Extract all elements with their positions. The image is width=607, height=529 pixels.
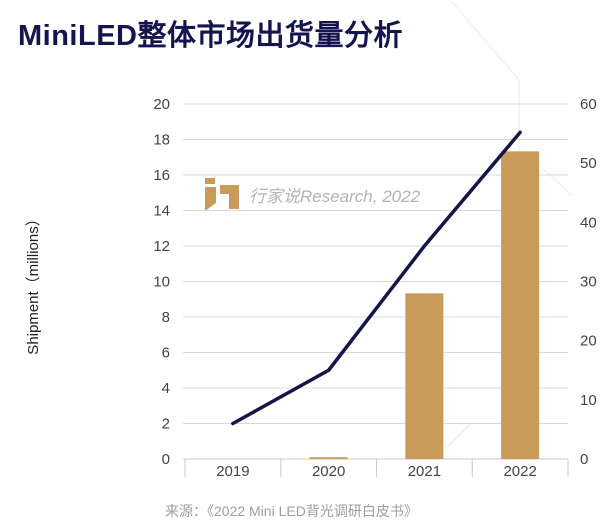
y-tick-label-right: 50 (580, 155, 597, 172)
y-tick-label-left: 10 (153, 274, 170, 291)
y-tick-label-left: 8 (162, 309, 170, 326)
x-tick-label: 2021 (408, 463, 441, 480)
background-deco (446, 423, 471, 448)
y-tick-label-left: 12 (153, 238, 170, 255)
background-deco (542, 167, 573, 197)
y-tick-label-left: 14 (153, 203, 170, 220)
y-tick-label-right: 60 (580, 96, 597, 113)
y-tick-label-left: 20 (153, 96, 170, 113)
bar-2021 (405, 293, 444, 459)
y-tick-label-left: 6 (162, 345, 170, 362)
y-tick-label-right: 10 (580, 392, 597, 409)
bar-2020 (309, 457, 348, 459)
trend-line (231, 130, 522, 426)
y-tick-label-right: 30 (580, 274, 597, 291)
bar-2022 (501, 151, 540, 460)
y-tick-label-left: 18 (153, 132, 170, 149)
y-tick-label-left: 4 (162, 380, 170, 397)
y-tick-label-right: 20 (580, 333, 597, 350)
x-tick-label: 2020 (312, 463, 345, 480)
y-tick-label-right: 0 (580, 451, 588, 468)
y-axis-title: Shipment（millions） (25, 211, 42, 354)
source-note: 来源：《2022 Mini LED背光调研白皮书》 (165, 503, 418, 519)
x-tick-label: 2022 (503, 463, 536, 480)
page-title: MiniLED整体市场出货量分析 (18, 20, 403, 52)
y-tick-label-left: 2 (162, 416, 170, 433)
x-tick-label: 2019 (216, 463, 249, 480)
y-tick-label-left: 16 (153, 167, 170, 184)
y-tick-label-right: 40 (580, 214, 597, 231)
y-tick-label-left: 0 (162, 451, 170, 468)
